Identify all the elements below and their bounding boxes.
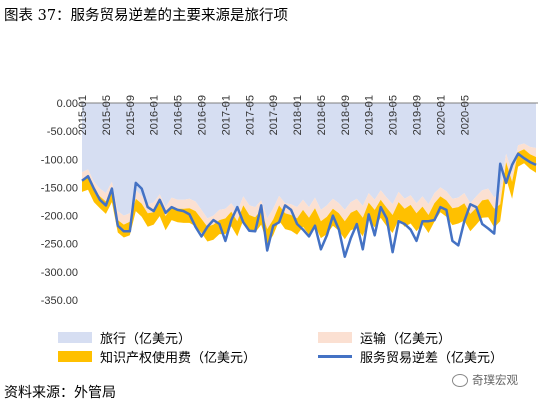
legend-transport: 运输（亿美元） bbox=[318, 328, 451, 347]
x-tick-label: 2015-09 bbox=[125, 95, 137, 135]
y-tick-label: -300.00 bbox=[41, 267, 78, 279]
legend-ip: 知识产权使用费（亿美元） bbox=[58, 347, 256, 366]
line-deficit bbox=[81, 152, 537, 258]
x-tick-label: 2016-09 bbox=[197, 95, 209, 135]
y-tick-label: -150.00 bbox=[41, 182, 78, 194]
legend-travel-label: 旅行（亿美元） bbox=[100, 332, 192, 347]
source-note: 资料来源：外管局 bbox=[4, 385, 116, 401]
x-tick-label: 2018-09 bbox=[340, 95, 352, 135]
area-travel bbox=[82, 103, 536, 219]
x-tick-label: 2017-01 bbox=[220, 95, 232, 135]
watermark-text: 奇璞宏观 bbox=[472, 373, 518, 387]
legend-deficit: 服务贸易逆差（亿美元） bbox=[318, 347, 503, 366]
y-tick-label: -350.00 bbox=[41, 295, 78, 307]
x-tick-label: 2015-05 bbox=[101, 95, 113, 135]
legend-deficit-label: 服务贸易逆差（亿美元） bbox=[360, 351, 504, 366]
y-tick-label: -250.00 bbox=[41, 239, 78, 251]
y-tick-label: 0.00 bbox=[57, 98, 78, 110]
legend-ip-swatch bbox=[58, 351, 92, 362]
figure-title: 图表 37：服务贸易逆差的主要来源是旅行项 bbox=[4, 8, 289, 24]
legend-travel: 旅行（亿美元） bbox=[58, 328, 191, 347]
area-transport bbox=[82, 143, 536, 230]
x-tick-label: 2020-05 bbox=[459, 95, 471, 135]
x-tick-label: 2019-01 bbox=[364, 95, 376, 135]
x-tick-label: 2020-01 bbox=[435, 95, 447, 135]
legend-travel-swatch bbox=[58, 332, 92, 343]
y-tick-label: -50.00 bbox=[47, 126, 78, 138]
wechat-icon bbox=[452, 373, 468, 387]
x-tick-label: 2015-01 bbox=[77, 95, 89, 135]
x-tick-label: 2018-05 bbox=[316, 95, 328, 135]
legend-transport-label: 运输（亿美元） bbox=[360, 332, 452, 347]
watermark: 奇璞宏观 bbox=[452, 372, 518, 388]
x-tick-label: 2016-05 bbox=[173, 95, 185, 135]
legend-transport-swatch bbox=[318, 332, 352, 343]
legend-ip-label: 知识产权使用费（亿美元） bbox=[100, 351, 257, 366]
x-tick-label: 2019-09 bbox=[412, 95, 424, 135]
y-tick-label: -100.00 bbox=[41, 154, 78, 166]
x-tick-label: 2016-01 bbox=[149, 95, 161, 135]
x-tick-label: 2019-05 bbox=[388, 95, 400, 135]
y-tick-label: -200.00 bbox=[41, 211, 78, 223]
x-tick-label: 2017-05 bbox=[244, 95, 256, 135]
x-tick-label: 2017-09 bbox=[268, 95, 280, 135]
x-tick-label: 2018-01 bbox=[292, 95, 304, 135]
legend-deficit-swatch bbox=[318, 355, 352, 358]
